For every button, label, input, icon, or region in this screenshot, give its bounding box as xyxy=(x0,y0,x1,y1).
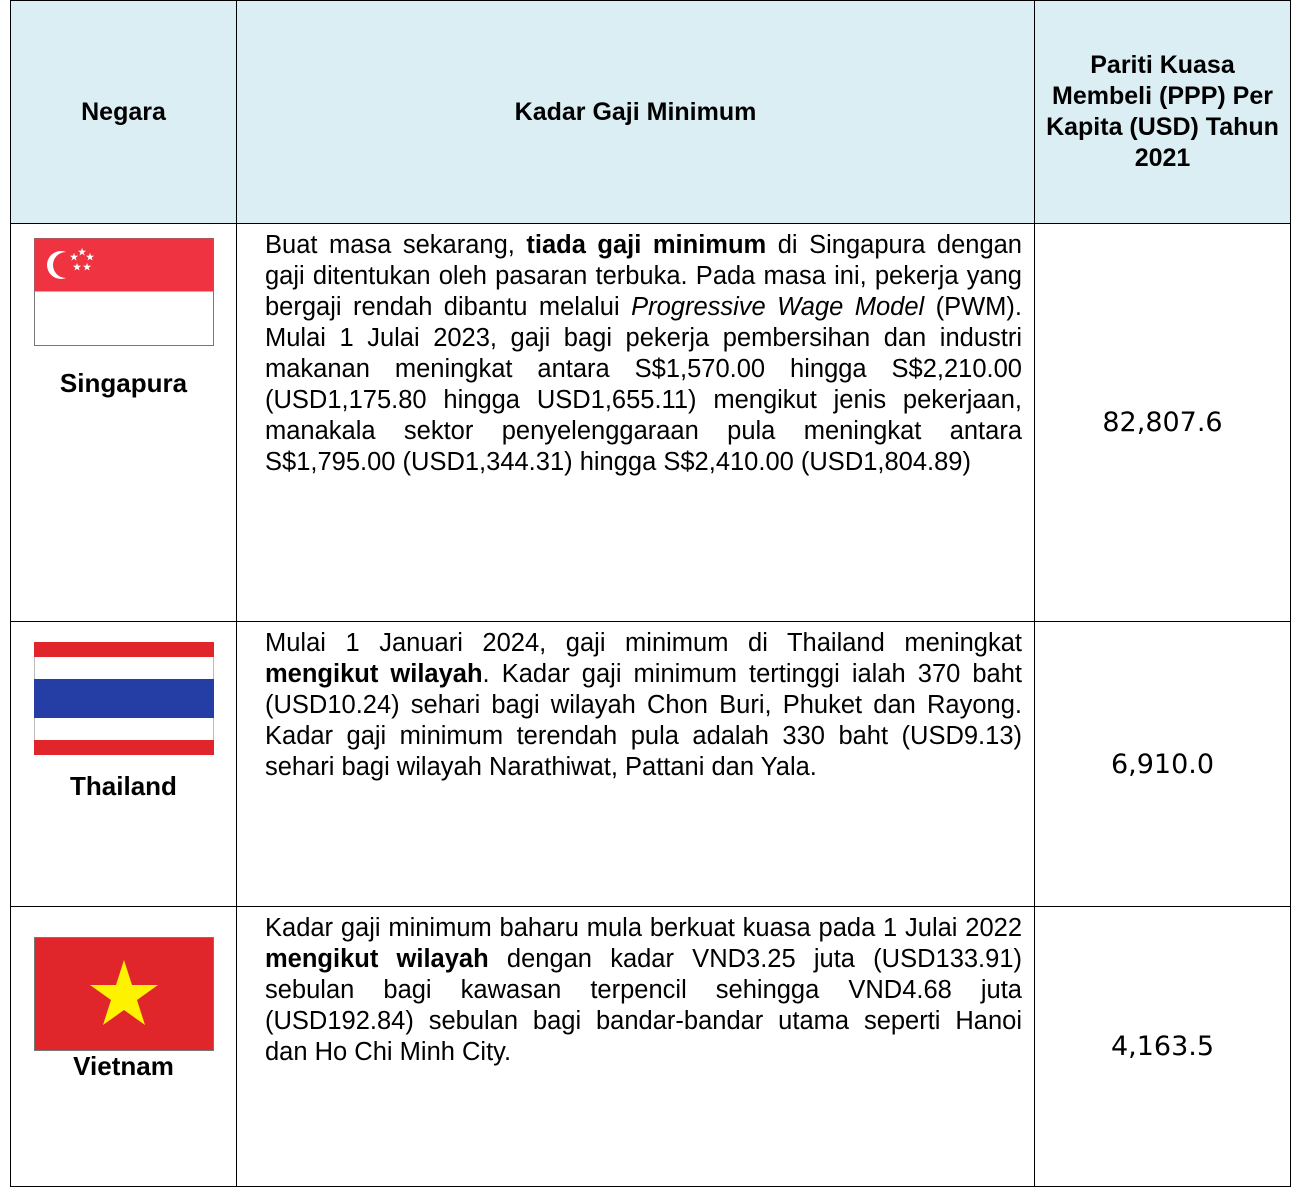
row: Vietnam Kadar gaji minimum baharu mula b… xyxy=(10,906,1291,1187)
text-run: . Kadar gaji minimum tertinggi ialah 370… xyxy=(265,660,1023,781)
header-cell: Negara xyxy=(10,0,237,224)
text-run: mengikut wilayah xyxy=(265,660,483,688)
header-cell: Pariti Kuasa Membeli (PPP) Per Kapita (U… xyxy=(1034,0,1291,224)
country-name: Vietnam xyxy=(73,1051,174,1081)
country-name: Thailand xyxy=(70,771,177,801)
ppp-cell: 82,807.6 xyxy=(1034,223,1291,622)
svg-text:★: ★ xyxy=(70,252,79,262)
wage-table: Negara Kadar Gaji Minimum Pariti Kuasa M… xyxy=(10,0,1291,1187)
text-run: Buat masa sekarang, xyxy=(265,231,527,259)
country-cell: Vietnam xyxy=(10,906,237,1187)
header-row: Negara Kadar Gaji Minimum Pariti Kuasa M… xyxy=(10,0,1291,224)
text-run: Progressive Wage Model xyxy=(631,293,925,321)
text-run: Kadar gaji minimum baharu mula berkuat k… xyxy=(265,914,1022,942)
description-cell: Mulai 1 Januari 2024, gaji minimum di Th… xyxy=(236,621,1035,907)
text-run: mengikut wilayah xyxy=(265,945,489,973)
text-run: (PWM). Mulai 1 Julai 2023, gaji bagi pek… xyxy=(265,293,1022,476)
country-name: Singapura xyxy=(59,368,188,398)
svg-text:★: ★ xyxy=(83,262,92,272)
flag-vietnam xyxy=(33,937,214,1051)
text-run: tiada gaji minimum xyxy=(526,231,767,259)
row: Thailand Mulai 1 Januari 2024, gaji mini… xyxy=(10,621,1291,907)
country-cell: ★ ★ ★ ★ ★ Singapura xyxy=(10,223,237,622)
text-run: Mulai 1 Januari 2024, gaji minimum di Th… xyxy=(265,629,1022,657)
row: ★ ★ ★ ★ ★ Singapura Buat masa sekarang, tiad… xyxy=(10,223,1291,622)
text-run: dengan kadar VND3.25 juta (USD133.91) se… xyxy=(265,945,1023,1066)
ppp-cell: 6,910.0 xyxy=(1034,621,1291,907)
description-cell: Kadar gaji minimum baharu mula berkuat k… xyxy=(236,906,1035,1187)
text-run: di Singapura dengan gaji ditentukan oleh… xyxy=(265,231,1022,321)
flag-singapore: ★ ★ ★★ ★ xyxy=(33,238,214,346)
country-cell: Thailand xyxy=(10,621,237,907)
svg-text:★: ★ xyxy=(78,247,87,257)
description-cell: Buat masa sekarang, tiada gaji minimum d… xyxy=(236,223,1035,622)
header-cell: Kadar Gaji Minimum xyxy=(236,0,1035,224)
svg-text:★: ★ xyxy=(73,262,82,272)
ppp-cell: 4,163.5 xyxy=(1034,906,1291,1187)
svg-text:★: ★ xyxy=(86,252,95,262)
flag-thailand xyxy=(33,642,214,755)
